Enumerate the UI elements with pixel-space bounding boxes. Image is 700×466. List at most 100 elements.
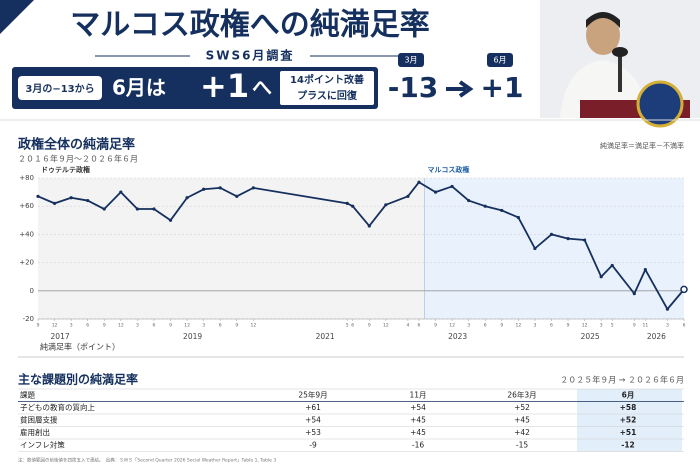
point	[152, 207, 156, 211]
y-tick-label: +80	[19, 174, 34, 182]
point	[119, 190, 123, 194]
point	[467, 198, 471, 203]
table-cell: 雇用創出	[20, 427, 50, 437]
x-tick-label: 9	[37, 323, 40, 329]
x-tick-label: 3	[136, 323, 139, 329]
table-cell: -16	[412, 440, 424, 449]
x-tick-label: 3	[202, 323, 205, 329]
point	[533, 246, 537, 251]
photo	[560, 12, 690, 128]
point	[235, 194, 239, 198]
y-tick-label: +60	[19, 202, 34, 210]
region	[424, 178, 684, 319]
point	[36, 194, 40, 198]
compare-badge	[487, 53, 513, 67]
x-tick-label: 3	[533, 323, 536, 329]
box-bg	[280, 71, 374, 105]
last-point	[680, 285, 688, 294]
table-cell: +52	[514, 403, 530, 412]
compare-value: -13	[388, 71, 439, 104]
x-tick-label: 3	[70, 323, 73, 329]
point	[500, 208, 504, 213]
table-cell: -15	[516, 440, 528, 449]
point	[433, 190, 438, 194]
x-tick-label: 12	[52, 323, 58, 329]
point	[599, 275, 603, 279]
table-cell: +54	[305, 415, 321, 424]
highlight-column	[577, 389, 682, 452]
compare-label: 3月	[404, 56, 417, 65]
year-label: 2023	[448, 332, 467, 341]
subtitle: SWS6月調査	[206, 48, 295, 63]
x-tick-label: 12	[582, 323, 588, 329]
x-tick-label: 12	[383, 323, 389, 329]
year-label: 2025	[581, 332, 600, 341]
table-title: 主な課題別の純満足率	[18, 372, 138, 387]
table-cell: -12	[621, 440, 635, 449]
table-header: 課題	[20, 389, 35, 399]
point	[86, 198, 90, 203]
x-tick-label: 11	[642, 323, 648, 329]
table-cell: 子どもの教育の質向上	[20, 402, 95, 412]
title: マルコス政権への純満足率	[70, 8, 429, 43]
x-tick-label: 6	[683, 323, 686, 329]
x-tick-label: 6	[351, 323, 354, 329]
point	[52, 201, 57, 205]
table-header: 25年9月	[298, 389, 327, 399]
plot: ドゥテルテ政権 マルコス政権 -20 0 +20 +40 +60 +80 9 12 3 6 9 12 3 6 9…	[19, 165, 688, 341]
x-tick-label: 6	[550, 323, 553, 329]
table-cell: +53	[305, 428, 321, 437]
compare-value: +1	[481, 71, 524, 104]
x-tick-label: 6	[418, 323, 421, 329]
y-tick-label: 0	[30, 287, 34, 295]
x-tick-label: 9	[235, 323, 238, 329]
x-tick-label: 6	[86, 323, 89, 329]
point	[450, 184, 454, 189]
y-tick-label: +40	[19, 230, 34, 238]
point	[251, 186, 255, 190]
box-line: 14ポイント改善	[290, 73, 364, 86]
point	[417, 180, 421, 184]
x-tick-label: 6	[484, 323, 487, 329]
x-tick-label: 4	[406, 323, 409, 329]
big-number: +1	[200, 67, 249, 105]
x-tick-label: 9	[500, 323, 503, 329]
table-cell: +45	[514, 415, 530, 424]
year-label: 2017	[51, 332, 70, 341]
chart-title: 政権全体の純満足率	[18, 137, 135, 153]
table-cell: +45	[410, 415, 426, 424]
x-tick-label: 9	[567, 323, 570, 329]
table-cell: +45	[410, 428, 426, 437]
x-tick-label: 5	[611, 323, 614, 329]
table-range: ２０２５年９月 → ２０２６年６月	[560, 375, 684, 385]
x-tick-label: 3	[666, 323, 669, 329]
year-label: 2021	[316, 332, 335, 341]
badge: 3月の−13から	[25, 83, 94, 95]
x-tick-label: 6	[219, 323, 222, 329]
point	[185, 196, 189, 200]
year-label: 2019	[183, 332, 202, 341]
region-label: ドゥテルテ政権	[41, 165, 90, 174]
compare-label: 6月	[493, 56, 506, 65]
point	[345, 201, 349, 205]
table-cell: +51	[620, 428, 637, 437]
point	[665, 307, 670, 311]
table-cell: -9	[309, 440, 317, 449]
chart-note: 純満足率＝満足率－不満率	[600, 141, 684, 150]
point	[168, 218, 173, 222]
x-tick-label: 12	[184, 323, 190, 329]
region	[38, 178, 425, 319]
x-tick-label: 3	[600, 323, 603, 329]
point	[135, 207, 139, 211]
point	[69, 196, 73, 200]
table-cell: +52	[620, 415, 637, 424]
x-tick-label: 9	[368, 323, 371, 329]
x-tick-label: 9	[169, 323, 172, 329]
table-cell: +58	[620, 403, 637, 412]
x-tick-label: 6	[153, 323, 156, 329]
x-tick-label: 3	[467, 323, 470, 329]
x-tick-label: 12	[515, 323, 521, 329]
point	[102, 207, 106, 211]
